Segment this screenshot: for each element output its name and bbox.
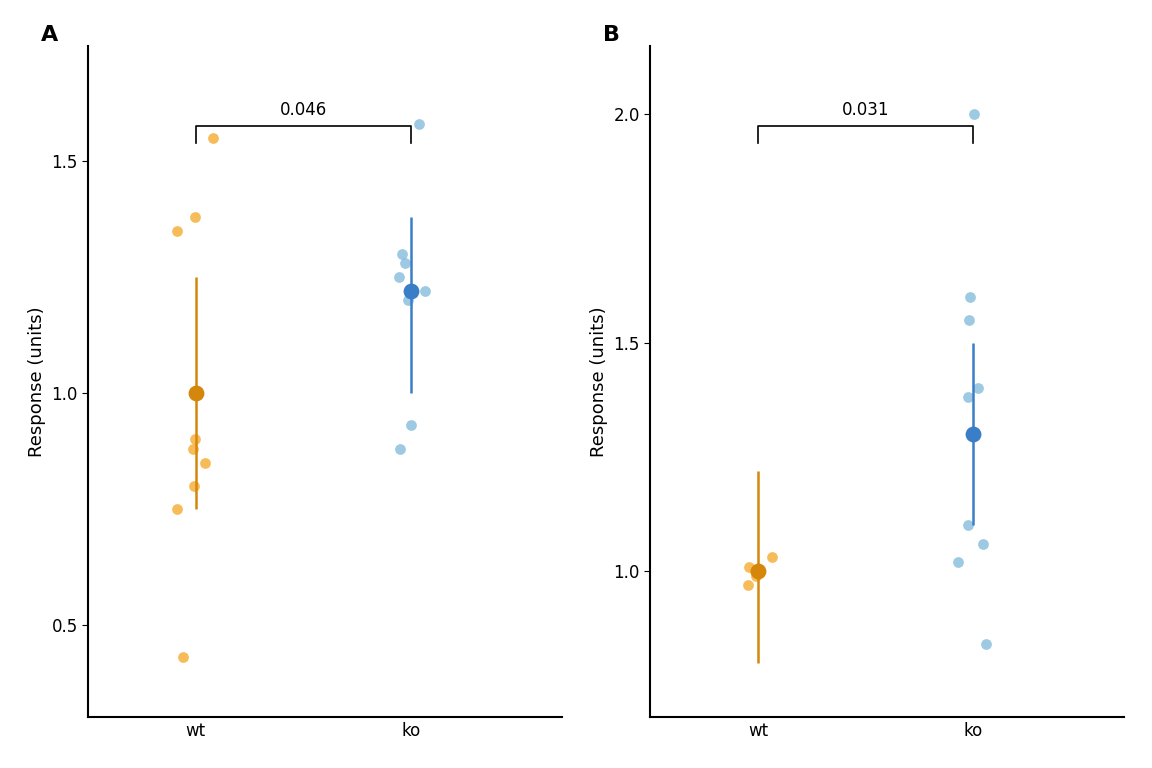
Point — [183, 442, 202, 455]
Point — [389, 271, 408, 283]
Point — [977, 638, 995, 650]
Point — [168, 503, 187, 515]
Point — [961, 291, 979, 303]
Point — [958, 519, 977, 531]
Point — [187, 433, 205, 445]
Point — [402, 285, 420, 297]
Point — [204, 132, 222, 144]
Text: 0.031: 0.031 — [842, 101, 889, 119]
Point — [416, 285, 434, 297]
Point — [185, 479, 204, 492]
Point — [763, 551, 781, 564]
Point — [174, 651, 192, 664]
Point — [393, 248, 411, 260]
Point — [745, 565, 764, 578]
Point — [187, 387, 205, 399]
Point — [196, 456, 214, 468]
Point — [960, 313, 978, 326]
Point — [964, 428, 983, 440]
Point — [740, 561, 758, 573]
Point — [746, 570, 765, 582]
Point — [187, 210, 205, 223]
Point — [964, 108, 983, 121]
Point — [399, 294, 417, 306]
Point — [391, 442, 409, 455]
Point — [958, 391, 977, 403]
Point — [749, 565, 767, 578]
Point — [949, 556, 968, 568]
Text: 0.046: 0.046 — [280, 101, 327, 119]
Point — [168, 225, 187, 237]
Point — [409, 118, 427, 131]
Y-axis label: Response (units): Response (units) — [590, 306, 608, 457]
Y-axis label: Response (units): Response (units) — [28, 306, 46, 457]
Point — [738, 578, 757, 591]
Point — [973, 538, 992, 550]
Point — [396, 257, 415, 270]
Text: A: A — [40, 25, 58, 45]
Text: B: B — [602, 25, 620, 45]
Point — [401, 419, 419, 432]
Point — [969, 382, 987, 395]
